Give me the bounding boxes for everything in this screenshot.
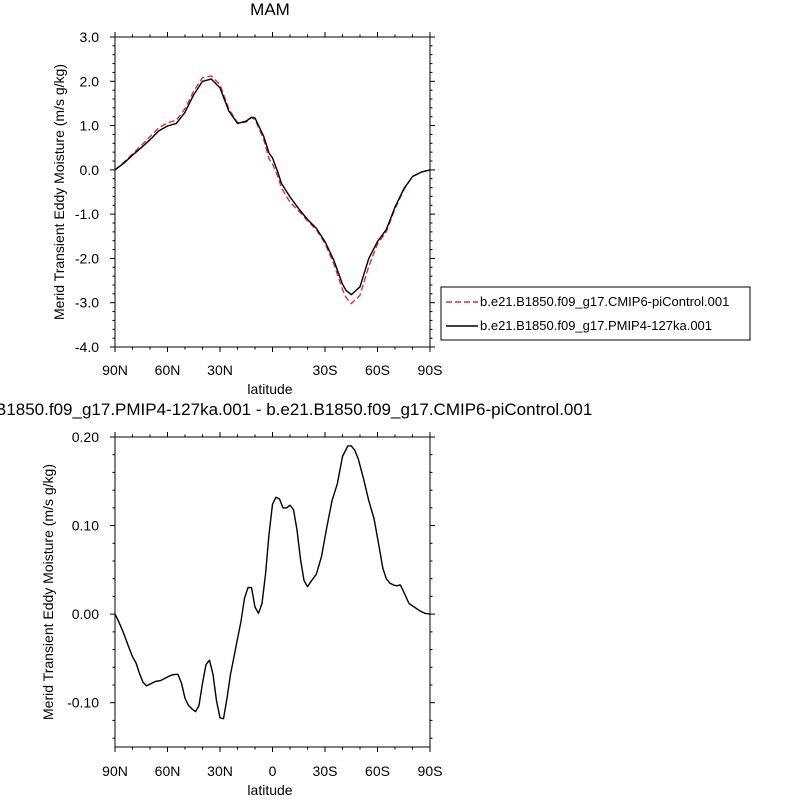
- top-y-tick-label: 0.0: [80, 162, 100, 178]
- bottom-x-tick-label: 0: [269, 763, 277, 779]
- bottom-plot-title: b.e21.B1850.f09_g17.PMIP4-127ka.001 - b.…: [0, 400, 592, 419]
- bottom-y-ticks: -0.10 0.00 0.10 0.20: [67, 429, 435, 739]
- top-plot-frame: [114, 36, 431, 348]
- bottom-x-tick-label: 60N: [155, 763, 181, 779]
- top-y-tick-label: 2.0: [80, 73, 100, 89]
- bottom-x-tick-label: 90S: [418, 763, 443, 779]
- bottom-x-axis-title: latitude: [247, 782, 292, 798]
- legend-label-cmip6: b.e21.B1850.f09_g17.CMIP6-piControl.001: [480, 294, 729, 309]
- bottom-x-tick-label: 30S: [313, 763, 338, 779]
- top-y-tick-label: 1.0: [80, 118, 100, 134]
- legend-label-pmip4: b.e21.B1850.f09_g17.PMIP4-127ka.001: [480, 318, 712, 333]
- bottom-y-tick-label: 0.20: [72, 429, 99, 445]
- bottom-x-ticks: 90N 60N 30N 0 30S 60S 90S: [102, 432, 442, 779]
- top-x-tick-label: 30S: [313, 362, 338, 378]
- top-x-axis-title: latitude: [247, 381, 292, 397]
- bottom-y-tick-label: 0.10: [72, 518, 99, 534]
- bottom-x-tick-label: 90N: [102, 763, 128, 779]
- bottom-series-line-0: [114, 445, 431, 720]
- top-y-axis-title: Merid Transient Eddy Moisture (m/s g/kg): [51, 64, 67, 320]
- bottom-y-tick-label: 0.00: [72, 606, 99, 622]
- top-series-line-1: [114, 78, 431, 296]
- bottom-x-tick-label: 30N: [207, 763, 233, 779]
- top-y-tick-label: -3.0: [75, 295, 99, 311]
- bottom-x-tick-label: 60S: [365, 763, 390, 779]
- top-plot-title: MAM: [250, 0, 290, 19]
- top-x-tick-label: 90N: [102, 362, 128, 378]
- top-y-tick-label: 3.0: [80, 29, 100, 45]
- bottom-y-axis-title: Merid Transient Eddy Moisture (m/s g/kg): [40, 464, 56, 720]
- top-series-group: [114, 75, 431, 305]
- top-plot-panel: MAM -4.0 -3.0 -2.0 -1.0 0.0 1.0 2.0 3.0 90N 60N 3…: [51, 0, 442, 397]
- legend-box: [440, 286, 751, 341]
- top-series-line-0: [114, 75, 431, 305]
- top-y-tick-label: -2.0: [75, 250, 99, 266]
- legend: b.e21.B1850.f09_g17.CMIP6-piControl.001 …: [440, 286, 751, 341]
- bottom-y-tick-label: -0.10: [67, 695, 99, 711]
- top-y-tick-label: -1.0: [75, 206, 99, 222]
- top-x-ticks: 90N 60N 30N 30S 60S 90S: [102, 32, 442, 378]
- top-y-ticks: -4.0 -3.0 -2.0 -1.0 0.0 1.0 2.0 3.0: [75, 29, 435, 355]
- top-x-tick-label: 30N: [207, 362, 233, 378]
- top-x-tick-label: 60S: [365, 362, 390, 378]
- bottom-plot-panel: b.e21.B1850.f09_g17.PMIP4-127ka.001 - b.…: [0, 400, 592, 798]
- top-x-tick-label: 90S: [418, 362, 443, 378]
- bottom-series-group: [114, 445, 431, 720]
- top-x-tick-label: 60N: [155, 362, 181, 378]
- top-y-tick-label: -4.0: [75, 339, 99, 355]
- bottom-plot-frame: [114, 436, 431, 748]
